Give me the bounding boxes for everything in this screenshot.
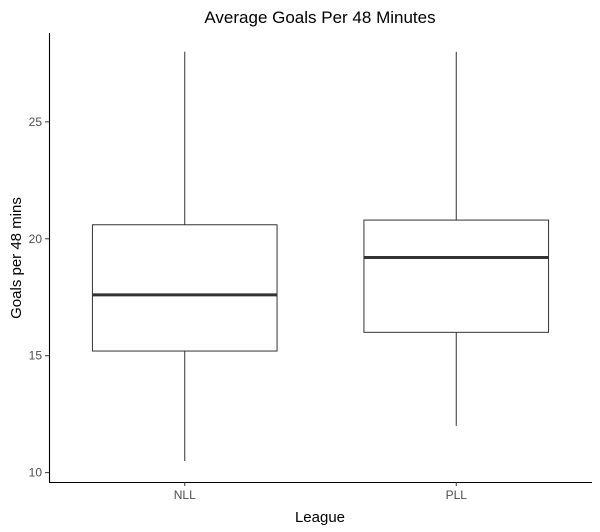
iqr-box <box>91 224 278 352</box>
chart-title: Average Goals Per 48 Minutes <box>204 8 435 27</box>
x-tick-label: PLL <box>446 488 468 502</box>
y-axis-ticks: 10 15 20 25 <box>29 115 49 480</box>
y-tick-label: 15 <box>29 349 43 363</box>
iqr-box <box>363 219 550 333</box>
y-axis-title: Goals per 48 mins <box>8 197 25 319</box>
x-axis-title: League <box>295 509 345 526</box>
box-nll <box>91 51 278 461</box>
x-tick-label: NLL <box>174 488 196 502</box>
box-group <box>91 51 550 461</box>
y-tick-label: 10 <box>29 466 43 480</box>
y-tick-label: 25 <box>29 115 43 129</box>
box-pll <box>363 51 550 426</box>
x-axis-ticks: NLL PLL <box>174 482 468 502</box>
y-tick-label: 20 <box>29 232 43 246</box>
